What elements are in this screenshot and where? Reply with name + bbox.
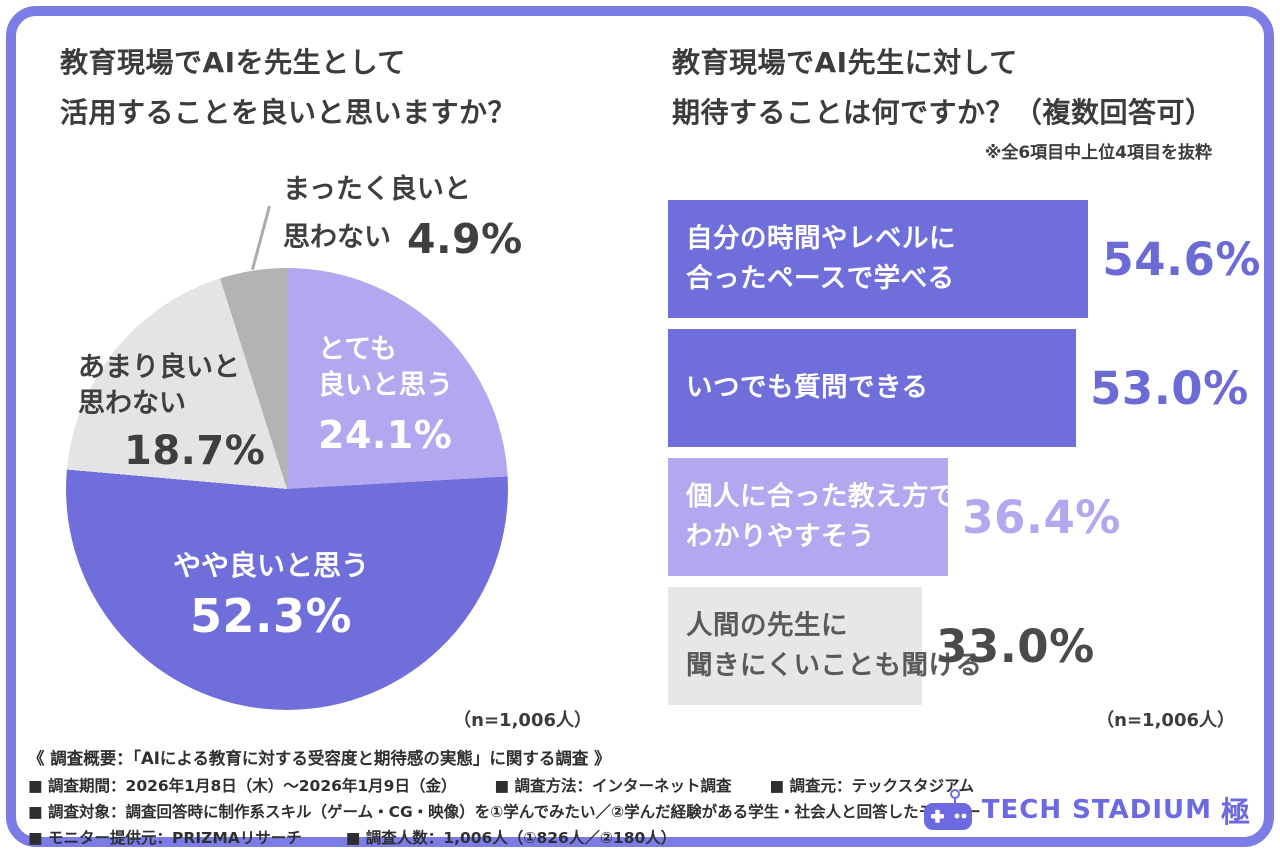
- pie-chart-title-line1: 教育現場でAIを先生として: [60, 46, 406, 79]
- pie-chart-title: 教育現場でAIを先生として 活用することを良いと思いますか？: [60, 38, 516, 139]
- bar-chart-title-line2: 期待することは何ですか？（複数回答可）: [672, 96, 1214, 130]
- bar-sample-size: （n=1,006人）: [1096, 710, 1235, 731]
- bar-value: 53.0%: [1090, 361, 1249, 415]
- survey-details-row-2: ■ モニター提供元：PRIZMAリサーチ ■ 調査人数：1,006人（①826人…: [28, 826, 676, 848]
- pie-label-somewhat-good: やや良いと思う 52.3%: [145, 547, 397, 643]
- logo-suffix: 極: [1220, 795, 1250, 829]
- bar: 自分の時間やレベルに 合ったペースで学べる: [668, 200, 1089, 318]
- survey-period: ■ 調査期間：2026年1月8日（木）〜2026年1月9日（金）: [28, 777, 457, 795]
- survey-respondent-count: ■ 調査人数：1,006人（①826人／②180人）: [345, 829, 677, 847]
- pie-label-text: 良いと思う: [318, 370, 453, 402]
- pie-label-text: 思わない: [78, 388, 186, 420]
- bar-value: 36.4%: [962, 490, 1121, 544]
- bar-row: 人間の先生に 聞きにくいことも聞ける 33.0%: [668, 587, 1261, 705]
- pie-value: 4.9%: [407, 215, 523, 264]
- bar: 人間の先生に 聞きにくいことも聞ける: [668, 587, 982, 705]
- bar-chart: 自分の時間やレベルに 合ったペースで学べる 54.6% いつでも質問できる 53…: [668, 200, 1261, 705]
- bar-chart-note: ※全6項目中上位4項目を抜粋: [984, 143, 1212, 163]
- bar: いつでも質問できる: [668, 329, 1077, 447]
- bar-value: 33.0%: [936, 619, 1095, 673]
- tech-stadium-logo: TECH STADIUM 極: [923, 788, 1250, 832]
- bar-row: 自分の時間やレベルに 合ったペースで学べる 54.6%: [668, 200, 1261, 318]
- pie-sample-size: （n=1,006人）: [453, 710, 592, 731]
- bar-label: 自分の時間やレベルに 合ったペースで学べる: [686, 223, 956, 294]
- survey-target: ■ 調査対象：調査回答時に制作系スキル（ゲーム・CG・映像）を①学んでみたい／②…: [28, 803, 981, 821]
- pie-value: 24.1%: [318, 412, 453, 457]
- pie-label-text: あまり良いと: [78, 352, 240, 383]
- pie-chart: [66, 268, 508, 710]
- pie-value: 18.7%: [124, 427, 266, 474]
- pie-label-text: やや良いと思う: [172, 549, 369, 582]
- pie-label-very-good: とても 良いと思う 24.1%: [318, 332, 453, 457]
- pie-label-not-good-at-all: まったく良いと 思わない 4.9%: [283, 172, 523, 263]
- logo-text: TECH STADIUM: [981, 795, 1212, 825]
- bar: 個人に合った教え方で わかりやすそう: [668, 458, 956, 576]
- survey-monitor-provider: ■ モニター提供元：PRIZMAリサーチ: [28, 829, 302, 847]
- bar-label: 人間の先生に 聞きにくいことも聞ける: [686, 610, 983, 681]
- pie-chart-title-line2: 活用することを良いと思いますか？: [60, 96, 517, 130]
- bar-label: 個人に合った教え方で わかりやすそう: [686, 481, 956, 552]
- callout-leader-line: [250, 205, 271, 271]
- bar-row: いつでも質問できる 53.0%: [668, 329, 1261, 447]
- survey-method: ■ 調査方法：インターネット調査: [494, 777, 732, 795]
- game-controller-icon: [923, 789, 972, 830]
- pie-label-text: とても: [318, 334, 397, 365]
- survey-source: ■ 調査元：テックスタジアム: [769, 777, 975, 795]
- pie-label-not-very-good: あまり良いと 思わない 18.7%: [78, 350, 265, 474]
- bar-chart-title-line1: 教育現場でAI先生に対して: [672, 46, 1018, 79]
- pie-label-text: 思わない: [283, 222, 391, 254]
- pie-label-text: まったく良いと: [283, 174, 471, 205]
- bar-chart-title: 教育現場でAI先生に対して 期待することは何ですか？（複数回答可）: [672, 38, 1214, 139]
- pie-value: 52.3%: [189, 588, 353, 643]
- survey-details-row-1: ■ 調査期間：2026年1月8日（木）〜2026年1月9日（金） ■ 調査方法：…: [28, 774, 974, 796]
- bar-row: 個人に合った教え方で わかりやすそう 36.4%: [668, 458, 1261, 576]
- bar-value: 54.6%: [1102, 232, 1262, 286]
- survey-overview: 《 調査概要：「AIによる教育に対する受容度と期待感の実態」に関する調査 》: [28, 749, 611, 768]
- bar-label: いつでも質問できる: [686, 372, 929, 404]
